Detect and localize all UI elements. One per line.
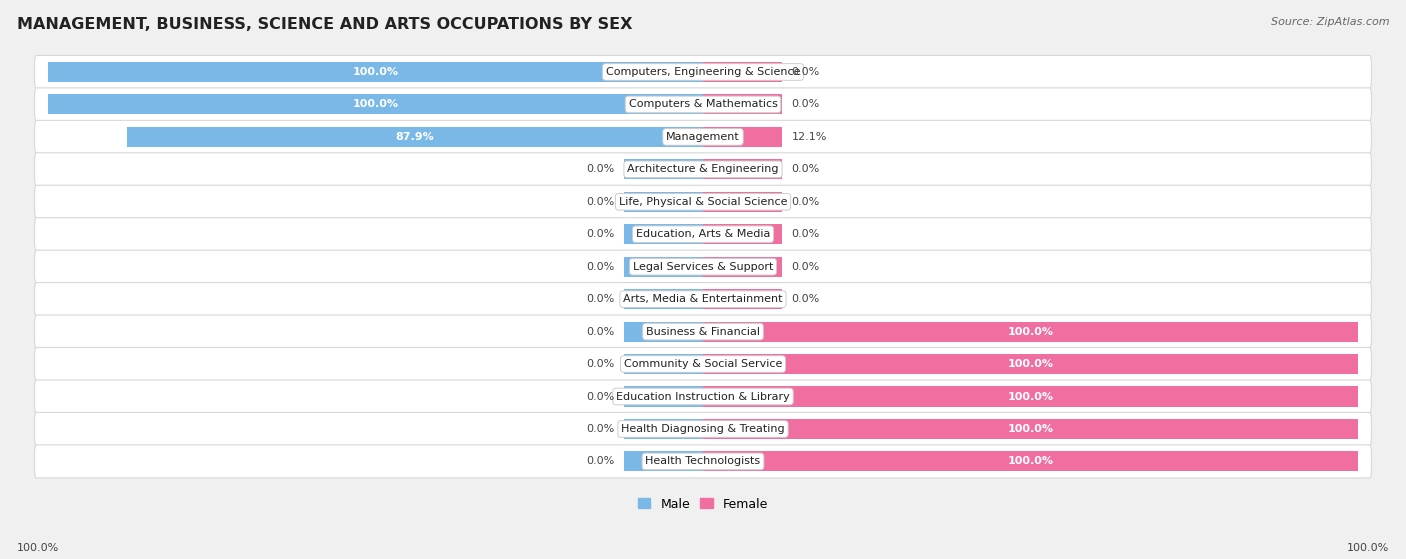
Bar — [624, 354, 703, 374]
Text: 100.0%: 100.0% — [1008, 326, 1053, 337]
Text: 0.0%: 0.0% — [586, 197, 614, 207]
Text: Arts, Media & Entertainment: Arts, Media & Entertainment — [623, 294, 783, 304]
Bar — [624, 159, 703, 179]
Text: 100.0%: 100.0% — [353, 67, 398, 77]
Text: Life, Physical & Social Science: Life, Physical & Social Science — [619, 197, 787, 207]
Bar — [127, 127, 703, 147]
Text: 0.0%: 0.0% — [586, 229, 614, 239]
Text: 87.9%: 87.9% — [395, 132, 434, 142]
Bar — [703, 94, 782, 115]
Bar — [624, 257, 703, 277]
FancyBboxPatch shape — [35, 153, 1371, 186]
Text: Legal Services & Support: Legal Services & Support — [633, 262, 773, 272]
Text: 12.1%: 12.1% — [792, 132, 827, 142]
Text: Community & Social Service: Community & Social Service — [624, 359, 782, 369]
FancyBboxPatch shape — [35, 250, 1371, 283]
Bar — [48, 94, 703, 115]
Bar — [703, 354, 1358, 374]
Bar — [703, 127, 782, 147]
Bar — [703, 321, 1358, 342]
Bar — [703, 224, 782, 244]
Bar — [703, 192, 782, 212]
Bar — [624, 289, 703, 309]
Text: 0.0%: 0.0% — [586, 391, 614, 401]
FancyBboxPatch shape — [35, 88, 1371, 121]
Bar — [624, 386, 703, 406]
FancyBboxPatch shape — [35, 445, 1371, 478]
Bar — [703, 451, 1358, 471]
Text: Source: ZipAtlas.com: Source: ZipAtlas.com — [1271, 17, 1389, 27]
Text: Computers & Mathematics: Computers & Mathematics — [628, 100, 778, 110]
Text: Health Technologists: Health Technologists — [645, 456, 761, 466]
Text: 100.0%: 100.0% — [17, 543, 59, 553]
Bar — [703, 62, 782, 82]
FancyBboxPatch shape — [35, 315, 1371, 348]
Text: 0.0%: 0.0% — [792, 164, 820, 174]
Text: 100.0%: 100.0% — [1008, 359, 1053, 369]
Text: 0.0%: 0.0% — [792, 100, 820, 110]
Text: 0.0%: 0.0% — [586, 424, 614, 434]
Text: 100.0%: 100.0% — [353, 100, 398, 110]
Bar — [703, 289, 782, 309]
Bar — [703, 257, 782, 277]
FancyBboxPatch shape — [35, 55, 1371, 88]
FancyBboxPatch shape — [35, 413, 1371, 446]
Text: Management: Management — [666, 132, 740, 142]
Text: 0.0%: 0.0% — [792, 262, 820, 272]
Text: Business & Financial: Business & Financial — [645, 326, 761, 337]
Text: 0.0%: 0.0% — [586, 294, 614, 304]
Text: 0.0%: 0.0% — [586, 164, 614, 174]
Bar — [624, 321, 703, 342]
Text: 0.0%: 0.0% — [792, 197, 820, 207]
FancyBboxPatch shape — [35, 185, 1371, 219]
FancyBboxPatch shape — [35, 120, 1371, 153]
Bar — [624, 192, 703, 212]
Text: 0.0%: 0.0% — [586, 262, 614, 272]
Text: Architecture & Engineering: Architecture & Engineering — [627, 164, 779, 174]
Text: 100.0%: 100.0% — [1347, 543, 1389, 553]
Text: Education Instruction & Library: Education Instruction & Library — [616, 391, 790, 401]
Bar — [703, 386, 1358, 406]
Text: Computers, Engineering & Science: Computers, Engineering & Science — [606, 67, 800, 77]
Legend: Male, Female: Male, Female — [633, 492, 773, 515]
Text: 100.0%: 100.0% — [1008, 456, 1053, 466]
FancyBboxPatch shape — [35, 217, 1371, 251]
FancyBboxPatch shape — [35, 380, 1371, 413]
FancyBboxPatch shape — [35, 283, 1371, 316]
Text: 100.0%: 100.0% — [1008, 391, 1053, 401]
Text: 0.0%: 0.0% — [792, 67, 820, 77]
Text: 0.0%: 0.0% — [792, 294, 820, 304]
Text: 100.0%: 100.0% — [1008, 424, 1053, 434]
Text: 0.0%: 0.0% — [586, 456, 614, 466]
Bar — [703, 419, 1358, 439]
Bar — [624, 224, 703, 244]
Bar — [48, 62, 703, 82]
Bar — [624, 451, 703, 471]
Bar — [703, 159, 782, 179]
FancyBboxPatch shape — [35, 348, 1371, 381]
Text: MANAGEMENT, BUSINESS, SCIENCE AND ARTS OCCUPATIONS BY SEX: MANAGEMENT, BUSINESS, SCIENCE AND ARTS O… — [17, 17, 633, 32]
Text: 0.0%: 0.0% — [586, 359, 614, 369]
Text: 0.0%: 0.0% — [792, 229, 820, 239]
Bar — [624, 419, 703, 439]
Text: Education, Arts & Media: Education, Arts & Media — [636, 229, 770, 239]
Text: Health Diagnosing & Treating: Health Diagnosing & Treating — [621, 424, 785, 434]
Text: 0.0%: 0.0% — [586, 326, 614, 337]
